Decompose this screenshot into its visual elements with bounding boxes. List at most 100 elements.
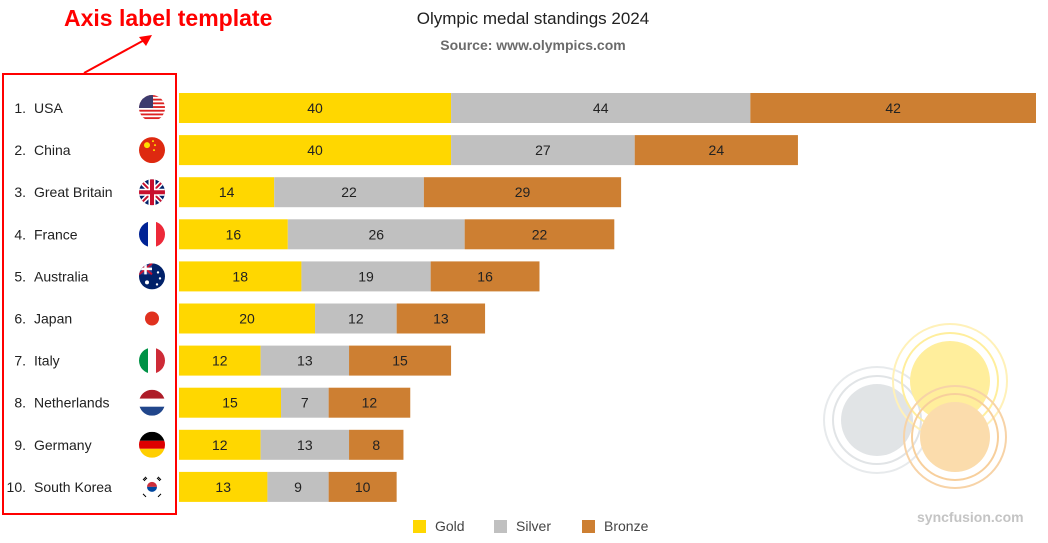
data-label: 14 [219, 184, 235, 200]
data-label: 40 [307, 142, 323, 158]
bar-gold [179, 303, 316, 334]
legend-swatch [413, 519, 426, 533]
data-label: 18 [232, 268, 248, 284]
data-label: 15 [222, 395, 238, 411]
data-label: 13 [297, 437, 313, 453]
australia-flag [139, 263, 165, 290]
data-label: 12 [348, 311, 364, 327]
bar-gold [179, 135, 452, 166]
chart-title: Olympic medal standings 2024 [416, 9, 650, 28]
axis-label-rank: 7. [14, 353, 26, 369]
italy-flag [139, 347, 165, 374]
axis-label-country: Italy [34, 353, 60, 369]
watermark-text: syncfusion.com [917, 509, 1024, 525]
bar-silver [451, 93, 751, 123]
bar-silver [315, 303, 397, 334]
bar-gold [179, 429, 261, 460]
axis-label-country: France [34, 226, 78, 242]
data-label: 13 [215, 479, 231, 495]
bar-bronze [349, 429, 404, 460]
bar-silver [274, 177, 424, 208]
bar-bronze [396, 303, 486, 334]
data-label: 22 [341, 184, 357, 200]
data-label: 27 [535, 142, 551, 158]
watermark-logo [823, 323, 1008, 489]
bar-silver [301, 261, 431, 292]
axis-label-rank: 10. [7, 479, 26, 495]
legend-item-silver[interactable]: Silver [494, 518, 551, 534]
axis-label-country: Netherlands [34, 395, 110, 411]
axis-label-rank: 3. [14, 184, 26, 200]
bar-bronze [349, 345, 452, 376]
axis-label-country: South Korea [34, 479, 112, 495]
data-label: 13 [433, 311, 449, 327]
france-flag [139, 221, 165, 248]
bar-silver [451, 135, 635, 166]
data-label: 29 [515, 184, 531, 200]
axis-label-country: China [34, 142, 71, 158]
bar-silver [281, 387, 329, 418]
data-label: 19 [358, 268, 374, 284]
bar-gold [179, 93, 452, 123]
bar-silver [267, 471, 329, 502]
annotation-label: Axis label template [64, 5, 273, 31]
bar-gold [179, 219, 288, 250]
data-label: 16 [477, 268, 493, 284]
data-label: 9 [294, 479, 302, 495]
data-label: 12 [362, 395, 378, 411]
data-label: 8 [372, 437, 380, 453]
axis-label-rank: 4. [14, 226, 26, 242]
bar-gold [179, 345, 261, 376]
axis-label-rank: 1. [14, 100, 26, 116]
axis-label-country: Japan [34, 311, 72, 327]
data-label: 24 [709, 142, 725, 158]
bar-bronze [750, 93, 1036, 123]
usa-flag [139, 95, 165, 121]
legend-item-gold[interactable]: Gold [413, 518, 465, 534]
data-label: 40 [307, 100, 323, 116]
china-flag [139, 137, 165, 164]
annotation-arrow [83, 37, 149, 74]
bar-gold [179, 471, 268, 502]
netherlands-flag [139, 389, 165, 416]
bar-gold [179, 261, 302, 292]
axis-label-country: USA [34, 100, 63, 116]
data-label: 12 [212, 353, 228, 369]
bar-bronze [464, 219, 615, 250]
axis-label-rank: 9. [14, 437, 26, 453]
axis-label-rank: 8. [14, 395, 26, 411]
legend-label: Bronze [604, 518, 649, 534]
data-label: 15 [392, 353, 408, 369]
axis-label-highlight-box [2, 73, 177, 515]
data-label: 44 [593, 100, 609, 116]
legend-label: Silver [516, 518, 552, 534]
bar-gold [179, 177, 275, 208]
bar-bronze [328, 387, 411, 418]
data-label: 22 [532, 226, 548, 242]
bar-gold [179, 387, 282, 418]
axis-label-country: Great Britain [34, 184, 113, 200]
germany-flag [139, 431, 165, 458]
bar-bronze [423, 177, 622, 208]
south-korea-flag [139, 473, 165, 500]
axis-label-country: Australia [34, 268, 89, 284]
data-label: 13 [297, 353, 313, 369]
axis-label-rank: 5. [14, 268, 26, 284]
legend-item-bronze[interactable]: Bronze [582, 518, 648, 534]
great-britain-flag [139, 179, 165, 206]
annotation-arrowhead [139, 35, 152, 46]
axis-label-rank: 2. [14, 142, 26, 158]
data-label: 26 [368, 226, 384, 242]
data-label: 12 [212, 437, 228, 453]
bar-bronze [634, 135, 798, 166]
axis-label-rank: 6. [14, 311, 26, 327]
legend-label: Gold [435, 518, 465, 534]
data-label: 42 [885, 100, 901, 116]
bar-silver [287, 219, 465, 250]
legend-swatch [582, 519, 595, 533]
legend-swatch [494, 519, 507, 533]
bar-bronze [328, 471, 397, 502]
japan-flag [139, 305, 165, 332]
